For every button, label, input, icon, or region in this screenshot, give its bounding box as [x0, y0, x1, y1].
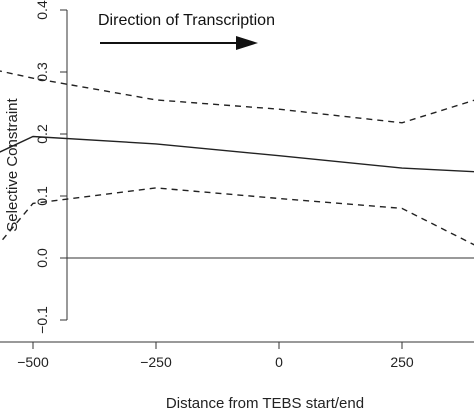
axes: −0.10.00.10.20.30.4−750−500−250025050075… [0, 0, 474, 370]
annotation-text: Direction of Transcription [98, 12, 275, 29]
y-tick-label: −0.1 [34, 306, 50, 334]
mean-solid-line [0, 135, 474, 173]
y-tick-label: 0.3 [34, 62, 50, 82]
y-tick-label: 0.1 [34, 186, 50, 206]
lower-bound-dashed-line [0, 187, 474, 246]
y-axis-label: Selective Constraint [4, 97, 21, 231]
x-tick-label: 250 [390, 354, 414, 370]
y-tick-label: 0.2 [34, 124, 50, 144]
y-tick-label: 0.4 [34, 0, 50, 20]
series-group [0, 70, 474, 246]
annotation-group: Direction of Transcription [98, 12, 275, 50]
y-tick-label: 0.0 [34, 248, 50, 268]
x-axis-label: Distance from TEBS start/end [166, 395, 364, 411]
annotation-arrow-head [236, 36, 258, 50]
x-tick-label: 0 [275, 354, 283, 370]
x-tick-label: −250 [140, 354, 172, 370]
upper-bound-dashed-line [0, 70, 474, 124]
x-tick-label: −500 [17, 354, 49, 370]
